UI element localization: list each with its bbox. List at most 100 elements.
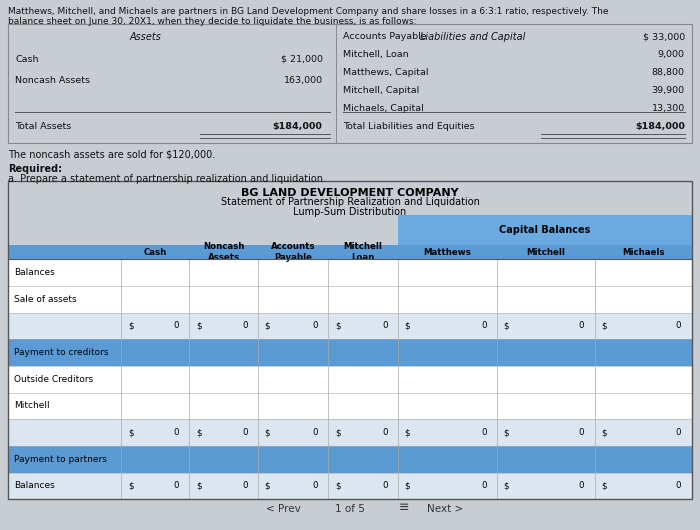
Text: 0: 0 <box>382 321 388 330</box>
Text: 0: 0 <box>174 428 179 437</box>
Text: 0: 0 <box>579 481 584 490</box>
Bar <box>8 473 692 499</box>
Text: 0: 0 <box>312 481 318 490</box>
Text: Accounts Payable: Accounts Payable <box>343 32 427 41</box>
Text: Next >: Next > <box>427 504 463 514</box>
Text: Sale of assets: Sale of assets <box>14 295 76 304</box>
Bar <box>8 339 692 366</box>
Text: Outside Creditors: Outside Creditors <box>14 375 93 384</box>
Text: Assets: Assets <box>129 32 161 42</box>
Text: $ 33,000: $ 33,000 <box>643 32 685 41</box>
Text: $: $ <box>601 428 607 437</box>
Text: 0: 0 <box>676 428 681 437</box>
Text: Michaels, Capital: Michaels, Capital <box>343 104 424 113</box>
Bar <box>8 446 692 473</box>
Text: Mitchell, Capital: Mitchell, Capital <box>343 86 419 95</box>
Bar <box>8 245 121 259</box>
Text: Payment to partners: Payment to partners <box>14 455 106 464</box>
Bar <box>8 286 692 313</box>
Text: $: $ <box>265 481 270 490</box>
Text: Mitchell, Loan: Mitchell, Loan <box>343 50 409 59</box>
Bar <box>8 366 692 393</box>
Bar <box>8 419 692 446</box>
Text: Accounts
Payable: Accounts Payable <box>271 242 315 262</box>
Text: 0: 0 <box>481 321 486 330</box>
Text: $: $ <box>504 428 509 437</box>
Text: 0: 0 <box>676 481 681 490</box>
Text: 0: 0 <box>312 321 318 330</box>
Text: Statement of Partnership Realization and Liquidation: Statement of Partnership Realization and… <box>220 197 480 207</box>
Text: 9,000: 9,000 <box>658 50 685 59</box>
Text: Cash: Cash <box>144 248 167 257</box>
Text: $: $ <box>128 481 134 490</box>
Text: $: $ <box>601 321 607 330</box>
Text: $: $ <box>335 321 340 330</box>
Text: Total Assets: Total Assets <box>15 122 71 130</box>
Text: $: $ <box>335 481 340 490</box>
Text: Balances: Balances <box>14 481 55 490</box>
Text: $: $ <box>196 428 202 437</box>
Text: 0: 0 <box>382 481 388 490</box>
Text: 0: 0 <box>676 321 681 330</box>
Text: Liabilities and Capital: Liabilities and Capital <box>420 32 526 42</box>
Text: The noncash assets are sold for $120,000.: The noncash assets are sold for $120,000… <box>8 149 216 160</box>
Text: Mitchell: Mitchell <box>14 401 50 410</box>
Text: BG LAND DEVELOPMENT COMPANY: BG LAND DEVELOPMENT COMPANY <box>241 188 458 198</box>
Text: $: $ <box>265 428 270 437</box>
Text: 0: 0 <box>174 321 179 330</box>
Bar <box>8 313 692 339</box>
Text: Matthews, Mitchell, and Michaels are partners in BG Land Development Company and: Matthews, Mitchell, and Michaels are par… <box>8 7 609 16</box>
Text: Balances: Balances <box>14 268 55 277</box>
Text: $: $ <box>405 428 410 437</box>
Text: Payment to creditors: Payment to creditors <box>14 348 108 357</box>
Text: $: $ <box>196 321 202 330</box>
Text: 1 of 5: 1 of 5 <box>335 504 365 514</box>
Text: 0: 0 <box>242 428 248 437</box>
Text: 163,000: 163,000 <box>284 76 323 85</box>
Bar <box>398 215 692 245</box>
Text: Cash: Cash <box>15 55 38 64</box>
Text: Matthews, Capital: Matthews, Capital <box>343 68 428 77</box>
Text: Matthews: Matthews <box>424 248 471 257</box>
Text: $: $ <box>265 321 270 330</box>
Text: $: $ <box>405 481 410 490</box>
Bar <box>8 393 692 419</box>
Text: Mitchell
Loan: Mitchell Loan <box>344 242 382 262</box>
Text: 0: 0 <box>242 481 248 490</box>
Text: a. Prepare a statement of partnership realization and liquidation.: a. Prepare a statement of partnership re… <box>8 174 326 184</box>
Text: 0: 0 <box>382 428 388 437</box>
Text: $184,000: $184,000 <box>273 122 323 130</box>
Bar <box>8 259 692 286</box>
Text: $184,000: $184,000 <box>635 122 685 130</box>
Text: $: $ <box>504 481 509 490</box>
Text: $: $ <box>405 321 410 330</box>
Text: < Prev: < Prev <box>266 504 301 514</box>
Text: 0: 0 <box>242 321 248 330</box>
Text: $: $ <box>504 321 509 330</box>
Text: Capital Balances: Capital Balances <box>499 225 590 235</box>
Text: 0: 0 <box>312 428 318 437</box>
Text: Lump-Sum Distribution: Lump-Sum Distribution <box>293 207 407 217</box>
Text: Noncash Assets: Noncash Assets <box>15 76 90 85</box>
Bar <box>121 245 692 259</box>
Text: Noncash
Assets: Noncash Assets <box>203 242 244 262</box>
Text: $: $ <box>128 321 134 330</box>
Text: 13,300: 13,300 <box>652 104 685 113</box>
Text: $ 21,000: $ 21,000 <box>281 55 323 64</box>
Text: $: $ <box>601 481 607 490</box>
Text: 0: 0 <box>579 321 584 330</box>
Text: $: $ <box>335 428 340 437</box>
Text: ≡: ≡ <box>399 501 409 514</box>
Text: 0: 0 <box>481 481 486 490</box>
Text: 0: 0 <box>481 428 486 437</box>
Text: Total Liabilities and Equities: Total Liabilities and Equities <box>343 122 475 130</box>
Text: 0: 0 <box>579 428 584 437</box>
Text: Required:: Required: <box>8 164 62 174</box>
Text: 39,900: 39,900 <box>652 86 685 95</box>
Text: Michaels: Michaels <box>622 248 664 257</box>
Text: $: $ <box>128 428 134 437</box>
Text: $: $ <box>196 481 202 490</box>
Text: 88,800: 88,800 <box>652 68 685 77</box>
Text: balance sheet on June 30, 20X1, when they decide to liquidate the business, is a: balance sheet on June 30, 20X1, when the… <box>8 17 417 26</box>
Text: 0: 0 <box>174 481 179 490</box>
